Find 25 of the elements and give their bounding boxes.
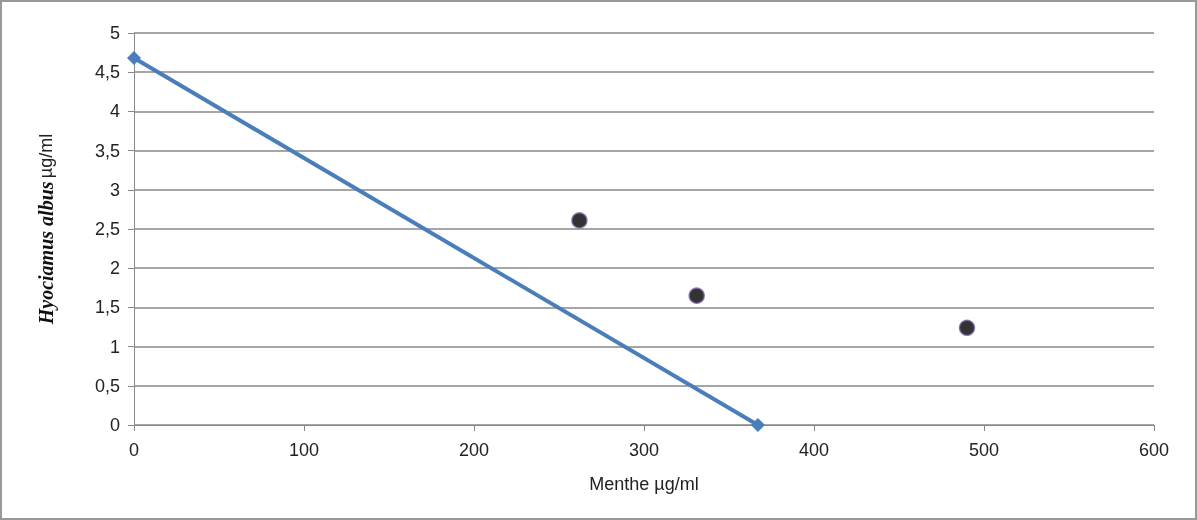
point bbox=[571, 212, 588, 229]
x-tick-label: 200 bbox=[458, 440, 490, 460]
x-tick-label: 400 bbox=[798, 440, 830, 460]
point bbox=[750, 418, 765, 432]
point bbox=[688, 287, 705, 304]
y-tick-label: 2,5 bbox=[94, 219, 120, 239]
x-tick-label: 300 bbox=[628, 440, 660, 460]
y-tick-label: 4,5 bbox=[94, 62, 120, 83]
y-tick-label: 1 bbox=[109, 336, 120, 357]
point bbox=[958, 319, 976, 337]
y-axis-title: Hyociamus albus µg/ml bbox=[35, 133, 58, 326]
x-tick-label: 100 bbox=[288, 440, 320, 460]
y-tick-label: 5 bbox=[109, 23, 120, 43]
y-tick-label: 0,5 bbox=[94, 375, 120, 396]
x-tick-label: 600 bbox=[1138, 440, 1170, 460]
x-tick-label: 500 bbox=[968, 440, 1000, 460]
y-tick-label: 3 bbox=[109, 179, 120, 200]
y-tick-label: 1,5 bbox=[94, 297, 120, 318]
y-tick-label: 2 bbox=[109, 258, 120, 279]
x-axis-title: Menthe µg/ml bbox=[589, 474, 699, 494]
y-tick-label: 0 bbox=[109, 415, 120, 435]
x-tick-label: 0 bbox=[128, 440, 140, 460]
y-tick-label: 3,5 bbox=[94, 140, 120, 161]
point bbox=[127, 51, 141, 66]
y-tick-label: 4 bbox=[109, 101, 120, 122]
